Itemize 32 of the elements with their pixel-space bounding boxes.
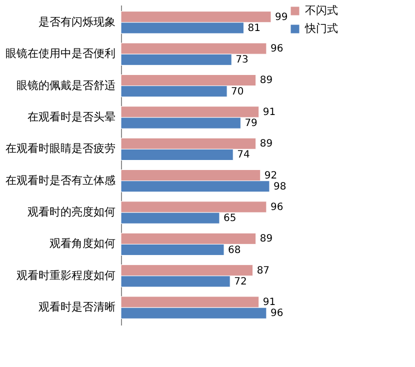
data-label: 79 [244,118,258,130]
data-label: 98 [273,181,286,192]
data-label: 68 [228,244,241,256]
data-label: 89 [260,75,273,86]
y-tick-label: 在观看时是否有立体感 [6,174,116,187]
data-label: 91 [262,106,276,118]
y-tick-label: 是否有闪烁现象 [38,15,116,28]
data-label: 91 [262,297,276,308]
y-tick-label: 观看时是否清晰 [38,300,116,314]
data-label: 87 [256,265,270,276]
data-label: 73 [236,54,248,66]
data-label: 99 [275,12,288,23]
data-label: 96 [270,202,284,213]
data-label: 96 [270,308,284,320]
y-tick-label: 观看时重影程度如何 [16,268,116,282]
y-tick-label: 观看角度如何 [50,237,116,250]
data-label: 92 [264,170,278,182]
y-tick-label: 眼镜在使用中是否便利 [6,47,116,60]
data-label: 96 [270,44,284,55]
y-tick-label: 观看时的亮度如何 [28,206,116,219]
y-tick-label: 在观看时眼睛是否疲劳 [6,142,116,156]
y-tick-label: 在观看时是否头晕 [28,110,116,124]
data-label: 81 [248,22,260,34]
data-label: 74 [237,150,250,161]
legend-label: 快门式 [304,22,338,35]
data-label: 89 [260,234,273,245]
data-label: 89 [260,138,273,150]
legend-label: 不闪式 [305,4,338,17]
y-tick-label: 眼镜的佩戴是否舒适 [16,78,116,92]
data-label: 70 [231,86,244,98]
data-label: 65 [223,213,236,224]
data-label: 72 [234,276,247,288]
